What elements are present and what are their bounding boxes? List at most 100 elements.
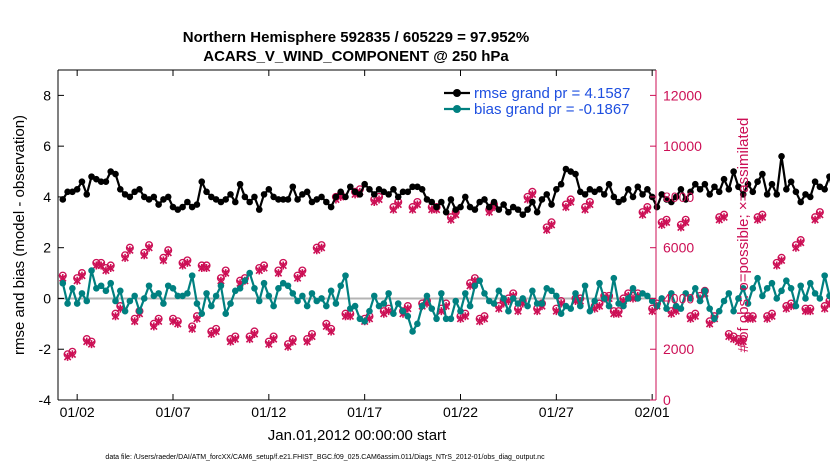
bias-point xyxy=(294,297,301,305)
bias-point xyxy=(121,307,129,315)
obs-assimilated-point xyxy=(212,327,220,336)
bias-point xyxy=(514,300,522,307)
bias-point xyxy=(217,282,225,290)
obs-assimilated-point xyxy=(154,317,163,326)
bias-point xyxy=(351,302,359,310)
rmse-point xyxy=(797,198,805,206)
legend-bias-label: bias grand pr = -0.1867 xyxy=(474,101,630,118)
obs-assimilated-point xyxy=(657,220,666,229)
rmse-point xyxy=(399,188,407,196)
rmse-point xyxy=(428,198,436,206)
obs-assimilated-point xyxy=(63,352,72,361)
rmse-point xyxy=(327,203,335,211)
obs-assimilated-point xyxy=(375,195,383,204)
bias-point xyxy=(299,292,306,300)
series-layer xyxy=(59,153,830,335)
bias-point xyxy=(783,277,790,284)
rmse-point xyxy=(323,198,330,206)
bias-point xyxy=(576,302,584,310)
bias-point xyxy=(735,295,742,302)
x-tick-label: 01/22 xyxy=(443,404,478,420)
rmse-point xyxy=(543,191,551,198)
obs-assimilated-point xyxy=(586,200,594,209)
bias-point xyxy=(428,305,436,312)
obs-assimilated-point xyxy=(758,213,767,222)
obs-assimilated-point xyxy=(159,256,168,265)
obs-assimilated-point xyxy=(667,309,676,318)
rmse-point xyxy=(136,186,143,193)
y-right-tick-label: 2000 xyxy=(663,341,694,357)
rmse-point xyxy=(806,193,814,201)
bias-point xyxy=(112,297,119,305)
rmse-point xyxy=(198,178,206,185)
bias-point xyxy=(495,287,503,295)
bias-point xyxy=(342,272,349,279)
rmse-point xyxy=(739,191,747,198)
bias-point xyxy=(97,282,105,290)
rmse-point xyxy=(418,186,426,193)
y-axis-label-right: # of obs: o=possible; ×=assimilated xyxy=(735,118,752,353)
bias-point xyxy=(188,272,196,279)
bias-point xyxy=(275,285,282,292)
obs-assimilated-point xyxy=(312,246,321,255)
obs-assimilated-point xyxy=(231,335,240,344)
rmse-point xyxy=(548,201,555,208)
rmse-point xyxy=(116,186,124,193)
bias-point xyxy=(246,269,253,277)
rmse-point xyxy=(164,193,172,201)
rmse-point xyxy=(668,198,675,206)
obs-assimilated-point xyxy=(729,335,738,344)
bias-point xyxy=(519,295,527,302)
rmse-point xyxy=(236,180,244,188)
rmse-point xyxy=(495,206,503,213)
bias-point xyxy=(677,305,685,312)
bias-point xyxy=(744,300,752,307)
bias-point xyxy=(447,315,455,323)
rmse-point xyxy=(279,196,287,203)
rmse-point xyxy=(715,188,723,196)
bias-point xyxy=(265,292,273,300)
bias-point xyxy=(366,307,373,315)
rmse-point xyxy=(677,186,685,193)
y-right-tick-label: 0 xyxy=(663,392,671,408)
rmse-point xyxy=(773,191,781,198)
bias-point xyxy=(323,302,330,310)
legend-box xyxy=(440,80,648,120)
bias-point xyxy=(409,328,416,335)
obs-assimilated-point xyxy=(202,264,211,272)
obs-assimilated-point xyxy=(413,200,422,209)
y-right-tick-label: 4000 xyxy=(663,290,694,306)
rmse-point xyxy=(691,180,699,188)
rmse-point xyxy=(553,186,560,193)
obs-assimilated-point xyxy=(308,332,316,341)
obs-assimilated-point xyxy=(768,312,776,321)
rmse-point xyxy=(284,196,292,203)
rmse-point xyxy=(778,153,785,160)
rmse-point xyxy=(639,191,646,198)
bias-point xyxy=(140,295,148,302)
x-tick-label: 01/27 xyxy=(539,404,574,420)
rmse-point xyxy=(64,188,71,196)
rmse-point xyxy=(524,206,531,213)
legend-bias-marker xyxy=(453,105,461,113)
obs-assimilated-point xyxy=(715,215,724,224)
obs-assimilated-point xyxy=(279,261,287,270)
bias-point xyxy=(648,297,656,305)
bias-point xyxy=(251,285,258,292)
bias-point xyxy=(208,302,215,310)
rmse-point xyxy=(826,173,830,180)
bias-point xyxy=(553,292,560,300)
bias-point xyxy=(759,292,766,300)
rmse-point xyxy=(821,186,828,193)
obs-assimilated-point xyxy=(145,243,153,252)
bias-point xyxy=(327,287,335,295)
bias-point xyxy=(644,292,651,300)
bias-point xyxy=(88,267,95,274)
rmse-point xyxy=(394,193,402,201)
obs-assimilated-point xyxy=(681,218,690,227)
bias-point xyxy=(203,290,210,297)
rmse-point xyxy=(529,198,536,206)
x-tick-label: 01/02 xyxy=(60,404,95,420)
rmse-point xyxy=(783,186,790,193)
x-tick-label: 01/12 xyxy=(251,404,286,420)
